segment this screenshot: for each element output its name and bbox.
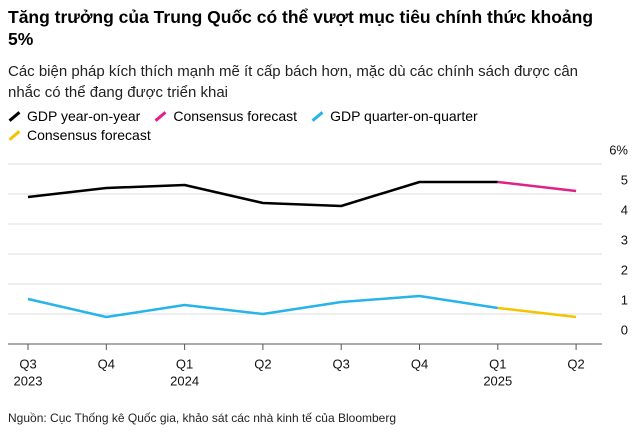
legend-label: GDP quarter-on-quarter	[330, 108, 478, 124]
source-note: Nguồn: Cục Thống kê Quốc gia, khảo sát c…	[8, 411, 397, 425]
x-year-label: 2025	[483, 373, 512, 388]
legend-item: GDP year-on-year	[8, 107, 140, 126]
x-tick-label: Q2	[254, 356, 271, 371]
legend-item: Consensus forecast	[154, 107, 297, 126]
y-tick-label: 1	[621, 292, 628, 307]
legend-label: GDP year-on-year	[27, 108, 141, 124]
x-tick-label: Q3	[19, 356, 36, 371]
series-line	[497, 306, 577, 319]
legend-item: Consensus forecast	[8, 126, 151, 145]
x-tick-label: Q1	[176, 356, 193, 371]
series-line	[27, 294, 498, 319]
x-tick-label: Q4	[98, 356, 115, 371]
y-tick-label: 3	[621, 232, 628, 247]
legend: GDP year-on-year Consensus forecast GDP qu…	[8, 107, 528, 145]
x-tick-label: Q2	[567, 356, 584, 371]
series-line	[27, 180, 498, 208]
legend-item: GDP quarter-on-quarter	[311, 107, 478, 126]
legend-label: Consensus forecast	[27, 127, 151, 143]
y-tick-label: 0	[621, 322, 628, 337]
y-tick-label: 6%	[609, 142, 628, 157]
x-tick-label: Q3	[333, 356, 350, 371]
y-tick-label: 4	[621, 202, 628, 217]
x-year-label: 2024	[170, 373, 199, 388]
chart: 0 1 2 3 4 5 6% Q3 2023 Q4 Q1 2024 Q2 Q3 Q4 Q1 2025 Q2	[8, 142, 628, 388]
series-line	[497, 180, 577, 193]
legend-label: Consensus forecast	[173, 108, 298, 124]
chart-subtitle: Các biện pháp kích thích mạnh mẽ ít cấp …	[8, 63, 579, 101]
y-tick-label: 2	[621, 262, 628, 277]
chart-title: Tăng trưởng của Trung Quốc có thể vượt m…	[8, 7, 594, 49]
x-tick-label: Q1	[489, 356, 506, 371]
y-tick-label: 5	[621, 172, 628, 187]
x-tick-label: Q4	[411, 356, 428, 371]
x-year-label: 2023	[14, 373, 43, 388]
